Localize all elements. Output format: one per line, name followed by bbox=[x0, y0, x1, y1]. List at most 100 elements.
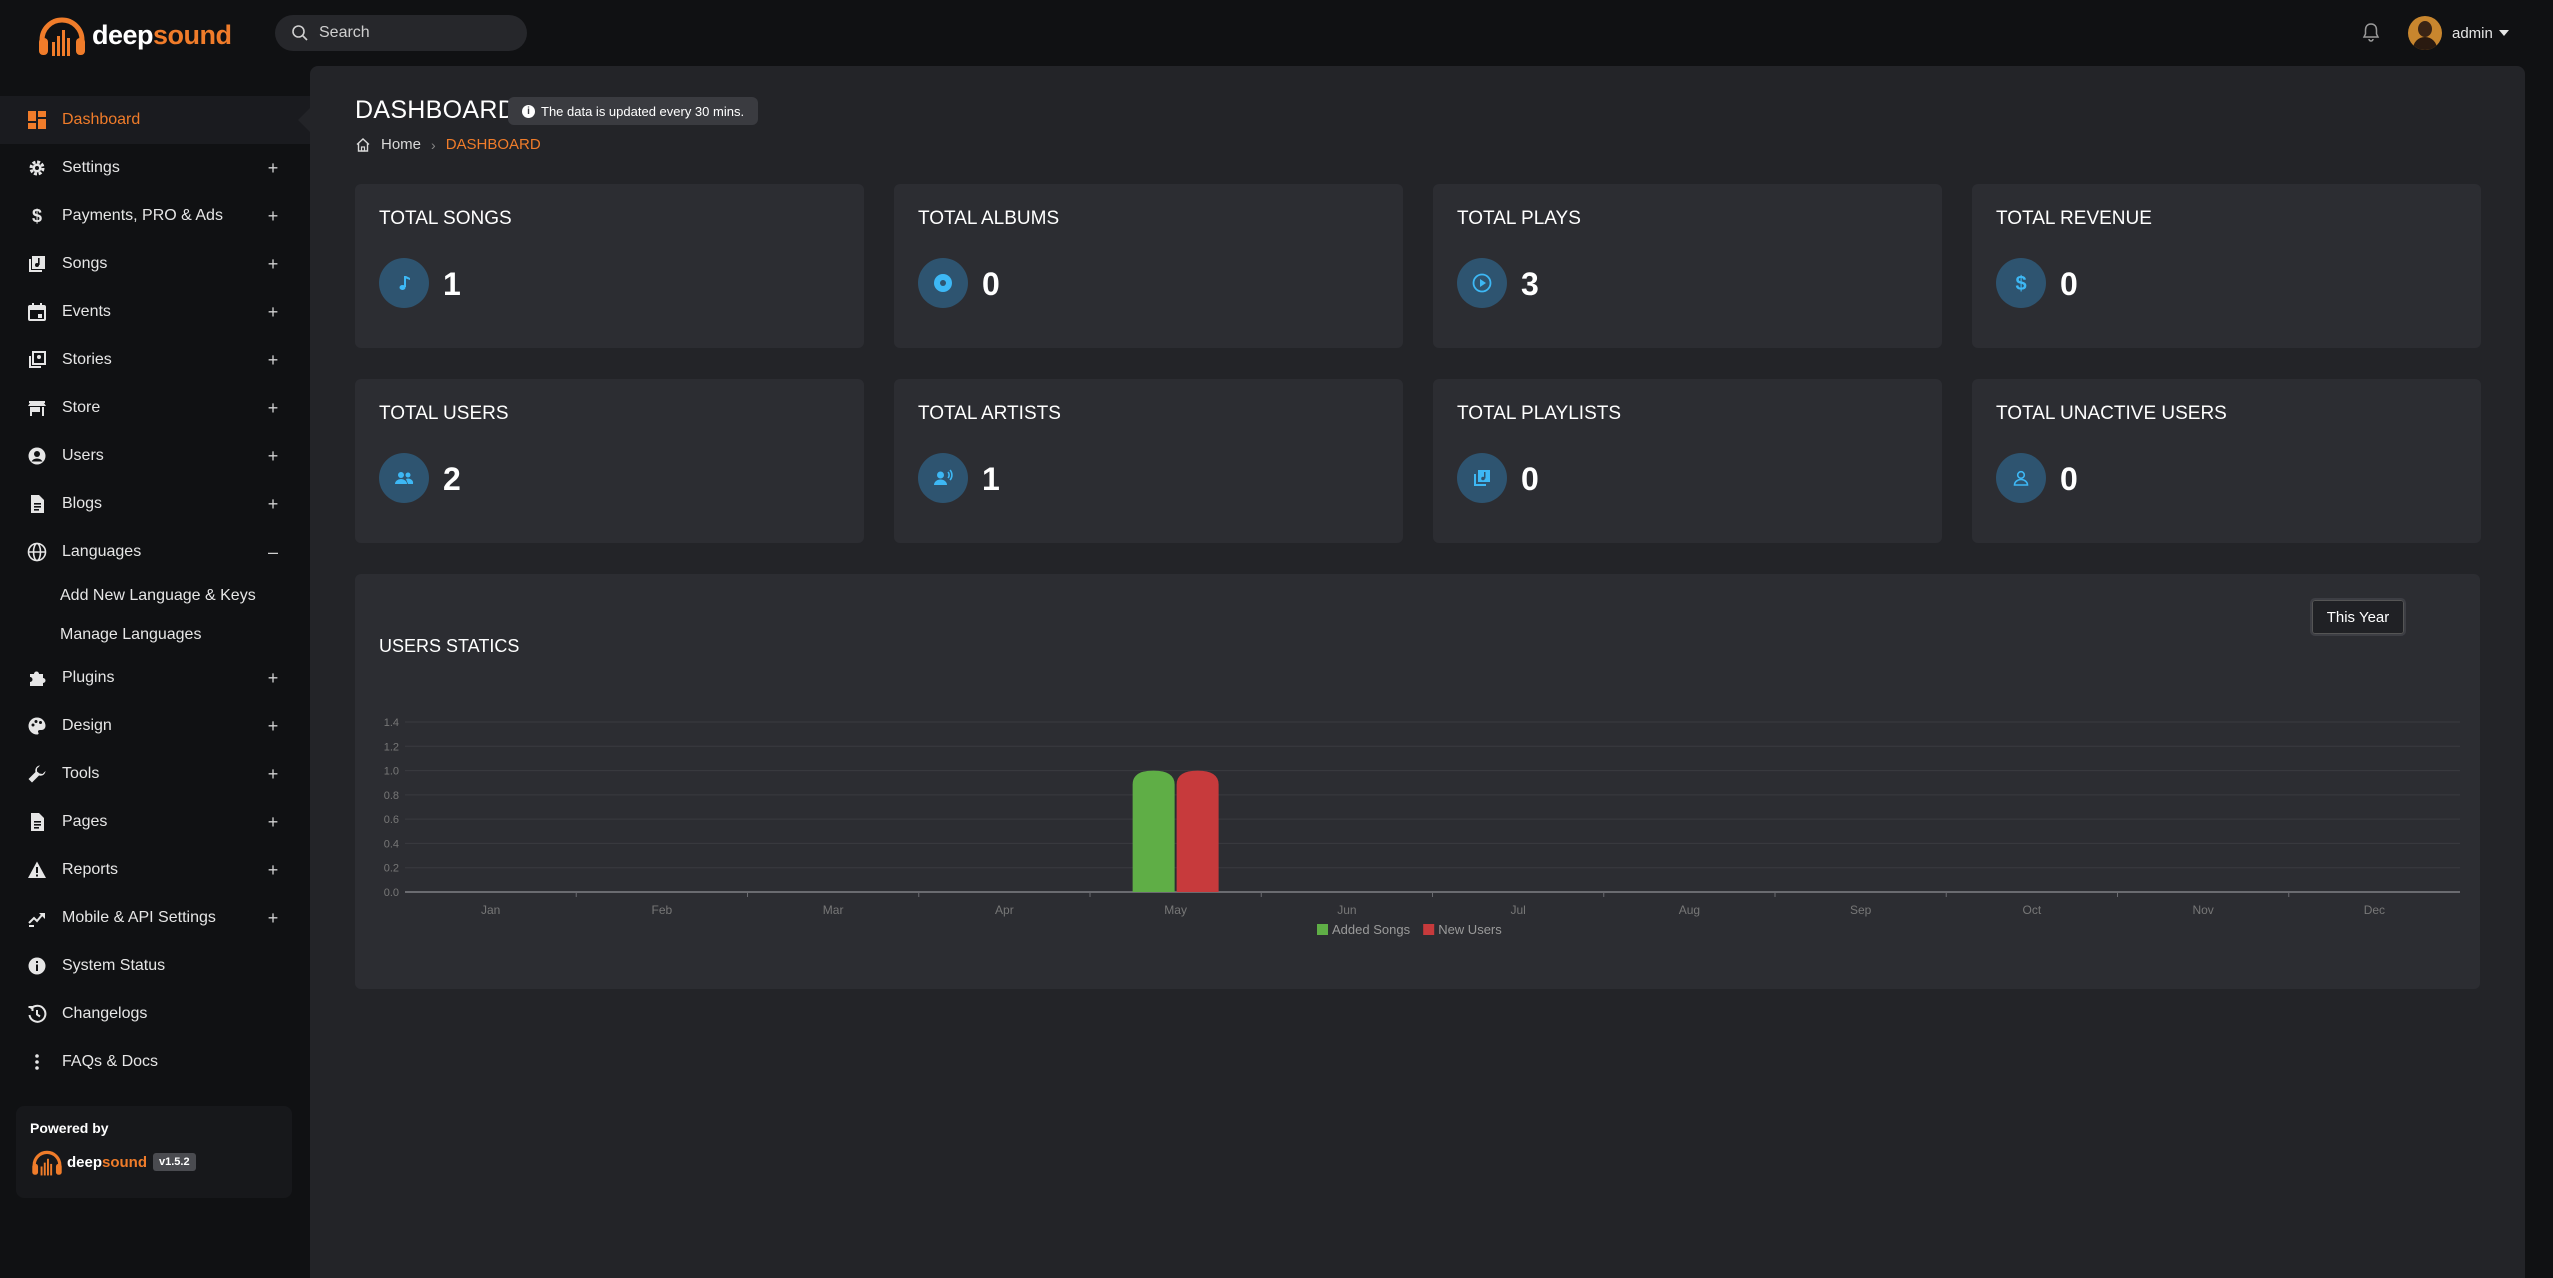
stat-card-total-unactive-users: TOTAL UNACTIVE USERS 0 bbox=[1972, 379, 2481, 543]
expand-toggle[interactable]: + bbox=[267, 302, 279, 322]
expand-toggle[interactable]: + bbox=[267, 446, 279, 466]
sidebar-item-design[interactable]: Design + bbox=[0, 702, 310, 750]
home-icon bbox=[356, 137, 370, 152]
page-icon bbox=[26, 811, 48, 833]
collapse-toggle[interactable]: – bbox=[267, 542, 278, 562]
stories-icon bbox=[26, 349, 48, 371]
sidebar-item-settings[interactable]: Settings + bbox=[0, 144, 310, 192]
sidebar-item-reports[interactable]: Reports + bbox=[0, 846, 310, 894]
x-tick-label: Feb bbox=[652, 903, 673, 917]
sidebar-item-mobile-api[interactable]: Mobile & API Settings + bbox=[0, 894, 310, 942]
sidebar-subitem-manage-languages[interactable]: Manage Languages bbox=[60, 625, 202, 643]
sidebar-item-label: Store bbox=[62, 399, 101, 416]
brand-name-part2: sound bbox=[102, 1153, 148, 1171]
x-tick-label: Apr bbox=[995, 903, 1014, 917]
stat-title: TOTAL ALBUMS bbox=[918, 208, 1060, 229]
main-content: DASHBOARD i The data is updated every 30… bbox=[310, 66, 2525, 1278]
sidebar-item-pages[interactable]: Pages + bbox=[0, 798, 310, 846]
user-icon bbox=[1996, 453, 2046, 503]
sidebar-item-plugins[interactable]: Plugins + bbox=[0, 654, 310, 702]
svg-text:$: $ bbox=[32, 206, 42, 226]
range-this-year-button[interactable]: This Year bbox=[2310, 598, 2406, 636]
y-tick-label: 1.0 bbox=[384, 766, 399, 778]
stat-card-total-songs: TOTAL SONGS 1 bbox=[355, 184, 864, 348]
sidebar-item-store[interactable]: Store + bbox=[0, 384, 310, 432]
sidebar-item-stories[interactable]: Stories + bbox=[0, 336, 310, 384]
powered-by-brand: deepsound v1.5.2 bbox=[30, 1146, 278, 1178]
stat-value: 1 bbox=[982, 461, 1000, 497]
sidebar-item-dashboard[interactable]: Dashboard bbox=[0, 96, 310, 144]
sidebar-item-tools[interactable]: Tools + bbox=[0, 750, 310, 798]
user-menu[interactable]: admin bbox=[2408, 16, 2509, 50]
sidebar-item-faqs[interactable]: FAQs & Docs bbox=[0, 1038, 310, 1086]
stat-title: TOTAL REVENUE bbox=[1996, 208, 2152, 229]
breadcrumb-home[interactable]: Home bbox=[381, 136, 422, 153]
stat-card-total-albums: TOTAL ALBUMS 0 bbox=[894, 184, 1403, 348]
music-note-icon bbox=[379, 258, 429, 308]
expand-toggle[interactable]: + bbox=[267, 494, 279, 514]
expand-toggle[interactable]: + bbox=[267, 350, 279, 370]
expand-toggle[interactable]: + bbox=[267, 716, 279, 736]
breadcrumb: Home › DASHBOARD bbox=[355, 136, 541, 153]
expand-toggle[interactable]: + bbox=[267, 668, 279, 688]
x-tick-label: Aug bbox=[1679, 903, 1700, 917]
users-statics-card: USERS STATICS This Year 0.0 0.2 0.4 0.6 0.8 1… bbox=[355, 574, 2480, 989]
users-icon bbox=[379, 453, 429, 503]
puzzle-icon bbox=[26, 667, 48, 689]
sidebar-item-label: Payments, PRO & Ads bbox=[62, 207, 223, 224]
sidebar-item-events[interactable]: Events + bbox=[0, 288, 310, 336]
sidebar-item-payments[interactable]: $ Payments, PRO & Ads + bbox=[0, 192, 310, 240]
expand-toggle[interactable]: + bbox=[267, 398, 279, 418]
sidebar-item-languages[interactable]: Languages – bbox=[0, 528, 310, 576]
expand-toggle[interactable]: + bbox=[267, 254, 279, 274]
expand-toggle[interactable]: + bbox=[267, 206, 279, 226]
sidebar-item-blogs[interactable]: Blogs + bbox=[0, 480, 310, 528]
chevron-right-icon: › bbox=[431, 136, 436, 153]
store-icon bbox=[26, 397, 48, 419]
wrench-icon bbox=[26, 763, 48, 785]
legend-swatch bbox=[1423, 924, 1435, 935]
headphones-logo-icon bbox=[32, 1150, 62, 1176]
bell-icon[interactable] bbox=[2360, 21, 2382, 43]
brand-name-part2: sound bbox=[153, 19, 232, 50]
expand-toggle[interactable]: + bbox=[267, 908, 279, 928]
brand-name-part1: deep bbox=[92, 19, 154, 50]
x-tick-label: Mar bbox=[823, 903, 844, 917]
sidebar-item-changelogs[interactable]: Changelogs bbox=[0, 990, 310, 1038]
stat-card-total-revenue: TOTAL REVENUE $ 0 bbox=[1972, 184, 2481, 348]
avatar[interactable] bbox=[2408, 16, 2442, 50]
sidebar-item-users[interactable]: Users + bbox=[0, 432, 310, 480]
update-info-badge: i The data is updated every 30 mins. bbox=[508, 97, 759, 125]
warning-icon bbox=[26, 859, 48, 881]
sidebar-item-system-status[interactable]: System Status bbox=[0, 942, 310, 990]
bar bbox=[1176, 770, 1219, 892]
expand-toggle[interactable]: + bbox=[267, 764, 279, 784]
expand-toggle[interactable]: + bbox=[267, 812, 279, 832]
music-library-icon bbox=[26, 253, 48, 275]
dashboard-icon bbox=[26, 109, 48, 131]
play-circle-icon bbox=[1457, 258, 1507, 308]
breadcrumb-current: DASHBOARD bbox=[445, 136, 541, 153]
stat-title: TOTAL UNACTIVE USERS bbox=[1996, 403, 2227, 424]
sidebar-nav: Dashboard Settings + $ Payments, PRO & A… bbox=[0, 96, 310, 1086]
sidebar-item-label: FAQs & Docs bbox=[62, 1053, 159, 1070]
headphones-logo-icon bbox=[39, 17, 85, 56]
expand-toggle[interactable]: + bbox=[267, 158, 279, 178]
stat-card-total-playlists: TOTAL PLAYLISTS 0 bbox=[1433, 379, 1942, 543]
sidebar-item-label: Tools bbox=[62, 765, 100, 782]
sidebar-item-songs[interactable]: Songs + bbox=[0, 240, 310, 288]
sidebar-subitem-add-language[interactable]: Add New Language & Keys bbox=[60, 586, 256, 604]
y-tick-label: 1.4 bbox=[384, 717, 399, 729]
stat-title: TOTAL ARTISTS bbox=[918, 403, 1061, 424]
brand-logo[interactable]: deepsound bbox=[36, 10, 232, 60]
search-input[interactable] bbox=[319, 24, 509, 42]
powered-by-label: Powered by bbox=[30, 1120, 109, 1136]
sidebar-item-label: Users bbox=[62, 447, 104, 464]
search-box[interactable] bbox=[275, 15, 527, 51]
expand-toggle[interactable]: + bbox=[267, 860, 279, 880]
sidebar-item-label: Pages bbox=[62, 813, 108, 830]
x-tick-label: Jul bbox=[1510, 903, 1525, 917]
y-tick-label: 1.2 bbox=[384, 741, 399, 753]
legend-label: New Users bbox=[1438, 922, 1502, 937]
sidebar-item-label: Dashboard bbox=[62, 111, 141, 128]
